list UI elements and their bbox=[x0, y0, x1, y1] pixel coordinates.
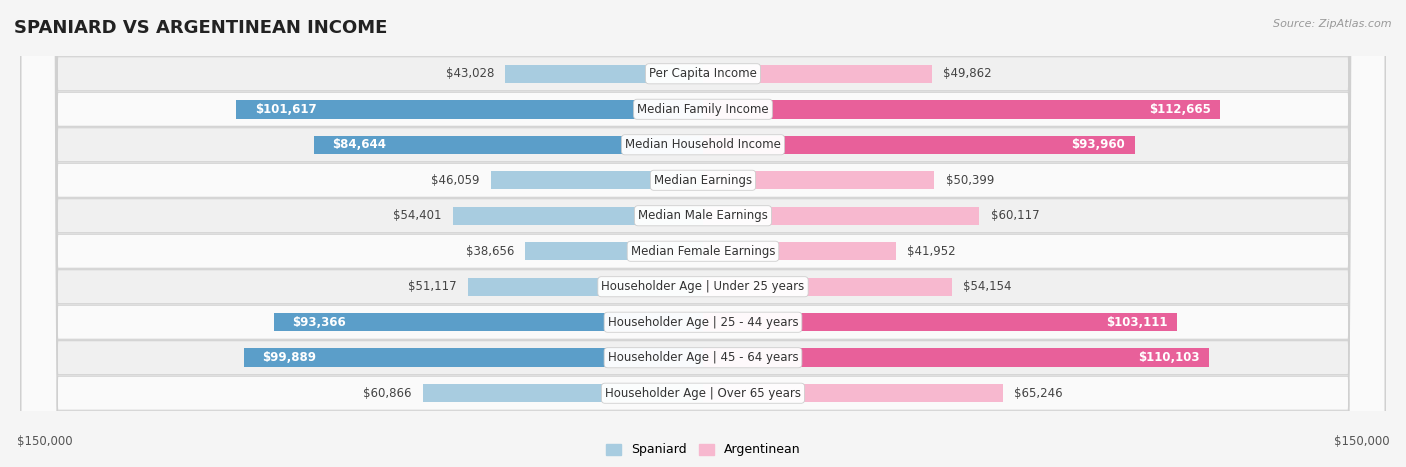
FancyBboxPatch shape bbox=[21, 0, 1385, 467]
Text: Householder Age | Under 25 years: Householder Age | Under 25 years bbox=[602, 280, 804, 293]
Bar bbox=[703, 206, 979, 225]
Text: SPANIARD VS ARGENTINEAN INCOME: SPANIARD VS ARGENTINEAN INCOME bbox=[14, 19, 388, 37]
Text: $46,059: $46,059 bbox=[432, 174, 479, 187]
Bar bbox=[453, 206, 703, 225]
Bar bbox=[703, 171, 935, 190]
Text: $93,366: $93,366 bbox=[292, 316, 346, 329]
Bar bbox=[703, 135, 1135, 154]
FancyBboxPatch shape bbox=[21, 0, 1385, 467]
Text: $49,862: $49,862 bbox=[943, 67, 993, 80]
Text: $103,111: $103,111 bbox=[1107, 316, 1167, 329]
Bar bbox=[492, 171, 703, 190]
Text: $51,117: $51,117 bbox=[408, 280, 457, 293]
Bar bbox=[703, 242, 896, 261]
Bar bbox=[703, 64, 932, 83]
Text: $101,617: $101,617 bbox=[254, 103, 316, 116]
Text: $150,000: $150,000 bbox=[17, 435, 73, 448]
Bar bbox=[703, 100, 1220, 119]
Text: Householder Age | 45 - 64 years: Householder Age | 45 - 64 years bbox=[607, 351, 799, 364]
Text: Median Female Earnings: Median Female Earnings bbox=[631, 245, 775, 258]
Text: $54,154: $54,154 bbox=[963, 280, 1012, 293]
Text: $41,952: $41,952 bbox=[907, 245, 956, 258]
FancyBboxPatch shape bbox=[21, 0, 1385, 467]
Bar bbox=[526, 242, 703, 261]
Text: Median Male Earnings: Median Male Earnings bbox=[638, 209, 768, 222]
Text: $84,644: $84,644 bbox=[333, 138, 387, 151]
Text: $112,665: $112,665 bbox=[1149, 103, 1212, 116]
Text: $60,866: $60,866 bbox=[364, 387, 412, 400]
FancyBboxPatch shape bbox=[21, 0, 1385, 467]
Text: Householder Age | 25 - 44 years: Householder Age | 25 - 44 years bbox=[607, 316, 799, 329]
Bar bbox=[423, 384, 703, 403]
Legend: Spaniard, Argentinean: Spaniard, Argentinean bbox=[600, 439, 806, 461]
FancyBboxPatch shape bbox=[21, 0, 1385, 467]
Bar bbox=[505, 64, 703, 83]
Text: $65,246: $65,246 bbox=[1014, 387, 1063, 400]
Text: $99,889: $99,889 bbox=[263, 351, 316, 364]
FancyBboxPatch shape bbox=[21, 0, 1385, 467]
FancyBboxPatch shape bbox=[21, 0, 1385, 467]
Text: Per Capita Income: Per Capita Income bbox=[650, 67, 756, 80]
Text: Median Family Income: Median Family Income bbox=[637, 103, 769, 116]
FancyBboxPatch shape bbox=[21, 0, 1385, 467]
Text: $110,103: $110,103 bbox=[1137, 351, 1199, 364]
Text: $50,399: $50,399 bbox=[946, 174, 994, 187]
Bar bbox=[703, 313, 1177, 332]
FancyBboxPatch shape bbox=[21, 0, 1385, 467]
Text: $43,028: $43,028 bbox=[446, 67, 494, 80]
Text: Source: ZipAtlas.com: Source: ZipAtlas.com bbox=[1274, 19, 1392, 28]
Bar bbox=[703, 277, 952, 296]
Bar bbox=[245, 348, 703, 367]
Bar bbox=[274, 313, 703, 332]
Text: Median Earnings: Median Earnings bbox=[654, 174, 752, 187]
Text: Median Household Income: Median Household Income bbox=[626, 138, 780, 151]
Bar bbox=[314, 135, 703, 154]
Text: Householder Age | Over 65 years: Householder Age | Over 65 years bbox=[605, 387, 801, 400]
Text: $54,401: $54,401 bbox=[394, 209, 441, 222]
Bar bbox=[703, 348, 1209, 367]
Bar bbox=[236, 100, 703, 119]
Text: $38,656: $38,656 bbox=[465, 245, 515, 258]
FancyBboxPatch shape bbox=[21, 0, 1385, 467]
Text: $93,960: $93,960 bbox=[1071, 138, 1125, 151]
Text: $60,117: $60,117 bbox=[991, 209, 1039, 222]
Text: $150,000: $150,000 bbox=[1333, 435, 1389, 448]
Bar bbox=[703, 384, 1002, 403]
Bar bbox=[468, 277, 703, 296]
